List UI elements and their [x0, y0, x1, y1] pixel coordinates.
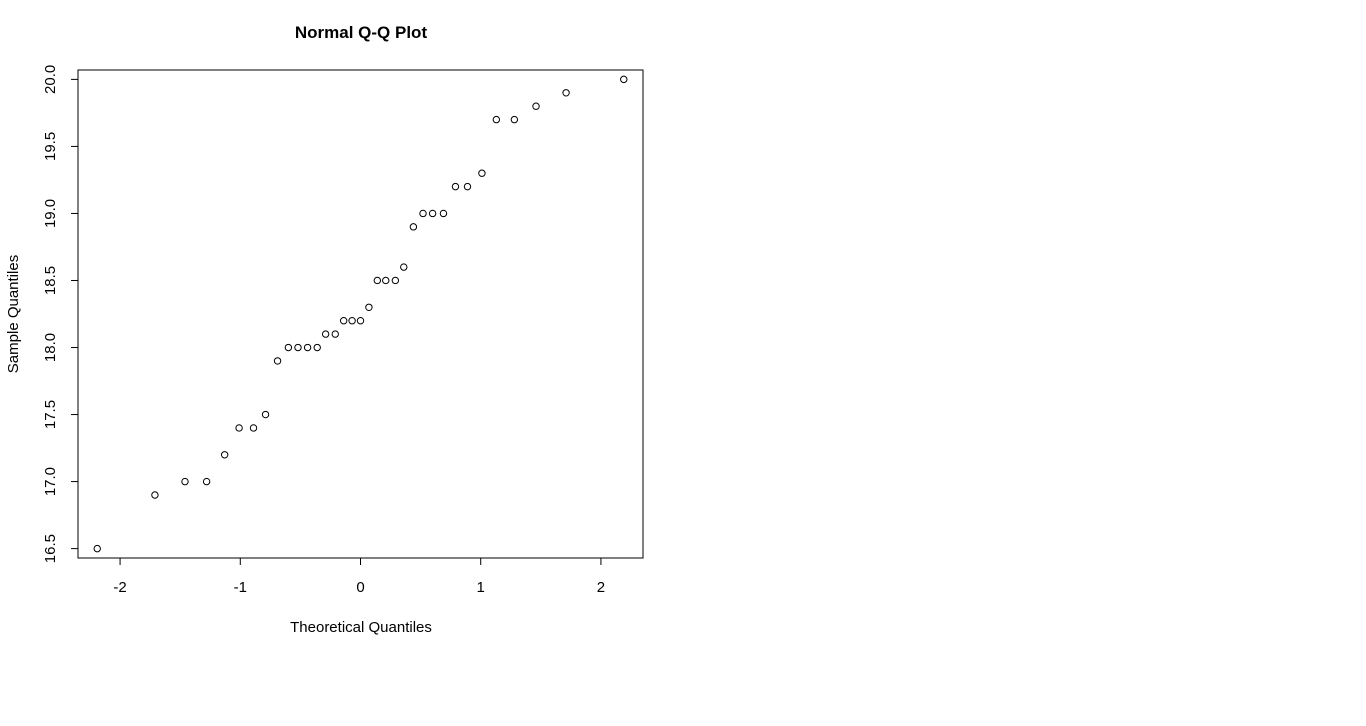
y-tick-label: 18.0 — [42, 333, 59, 362]
plot-frame — [77, 69, 644, 559]
y-tick-label: 17.0 — [42, 467, 59, 496]
data-point — [181, 477, 189, 486]
data-point — [428, 209, 437, 218]
x-tick-label: 2 — [597, 579, 605, 596]
chart-title: Normal Q-Q Plot — [295, 23, 428, 42]
y-tick-label: 17.5 — [42, 400, 59, 429]
data-point — [273, 357, 282, 365]
data-point — [151, 491, 159, 499]
data-point — [220, 451, 229, 459]
data-point — [365, 303, 373, 311]
y-tick-label: 19.0 — [42, 199, 59, 228]
data-point — [339, 317, 348, 325]
y-axis: 16.5 17.0 17.5 18.0 18.5 19.0 19.5 20.0 — [42, 65, 79, 563]
x-axis: -2 -1 0 1 2 — [113, 557, 605, 596]
y-axis-label: Sample Quantiles — [5, 255, 22, 373]
data-point — [303, 343, 312, 352]
data-point — [321, 330, 330, 338]
data-point — [439, 209, 448, 218]
data-point — [284, 343, 293, 352]
data-point — [294, 343, 302, 352]
x-tick-label: -2 — [113, 579, 126, 596]
y-tick-label: 19.5 — [42, 132, 59, 161]
data-point — [562, 89, 570, 97]
y-tick-label: 16.5 — [42, 534, 59, 563]
data-point — [235, 424, 243, 432]
data-point — [510, 115, 519, 124]
data-point — [409, 223, 418, 231]
data-points — [93, 75, 628, 553]
y-tick-label: 18.5 — [42, 266, 59, 295]
data-point — [249, 424, 258, 432]
data-point — [93, 544, 101, 553]
x-tick-label: 0 — [356, 579, 364, 596]
data-point — [478, 169, 486, 177]
x-tick-label: -1 — [234, 579, 247, 596]
data-point — [261, 410, 270, 419]
data-point — [620, 75, 628, 84]
data-point — [419, 209, 427, 218]
data-point — [202, 477, 211, 486]
x-axis-label: Theoretical Quantiles — [290, 619, 432, 636]
data-point — [356, 317, 365, 325]
data-point — [532, 102, 540, 110]
data-point — [451, 182, 460, 191]
x-tick-label: 1 — [477, 579, 485, 596]
data-point — [348, 317, 356, 325]
data-point — [400, 263, 408, 271]
data-point — [492, 115, 501, 124]
data-point — [313, 343, 321, 352]
data-point — [382, 276, 390, 285]
data-point — [373, 276, 382, 285]
data-point — [331, 330, 339, 338]
data-point — [391, 276, 400, 285]
y-tick-label: 20.0 — [42, 65, 59, 94]
data-point — [463, 182, 472, 191]
